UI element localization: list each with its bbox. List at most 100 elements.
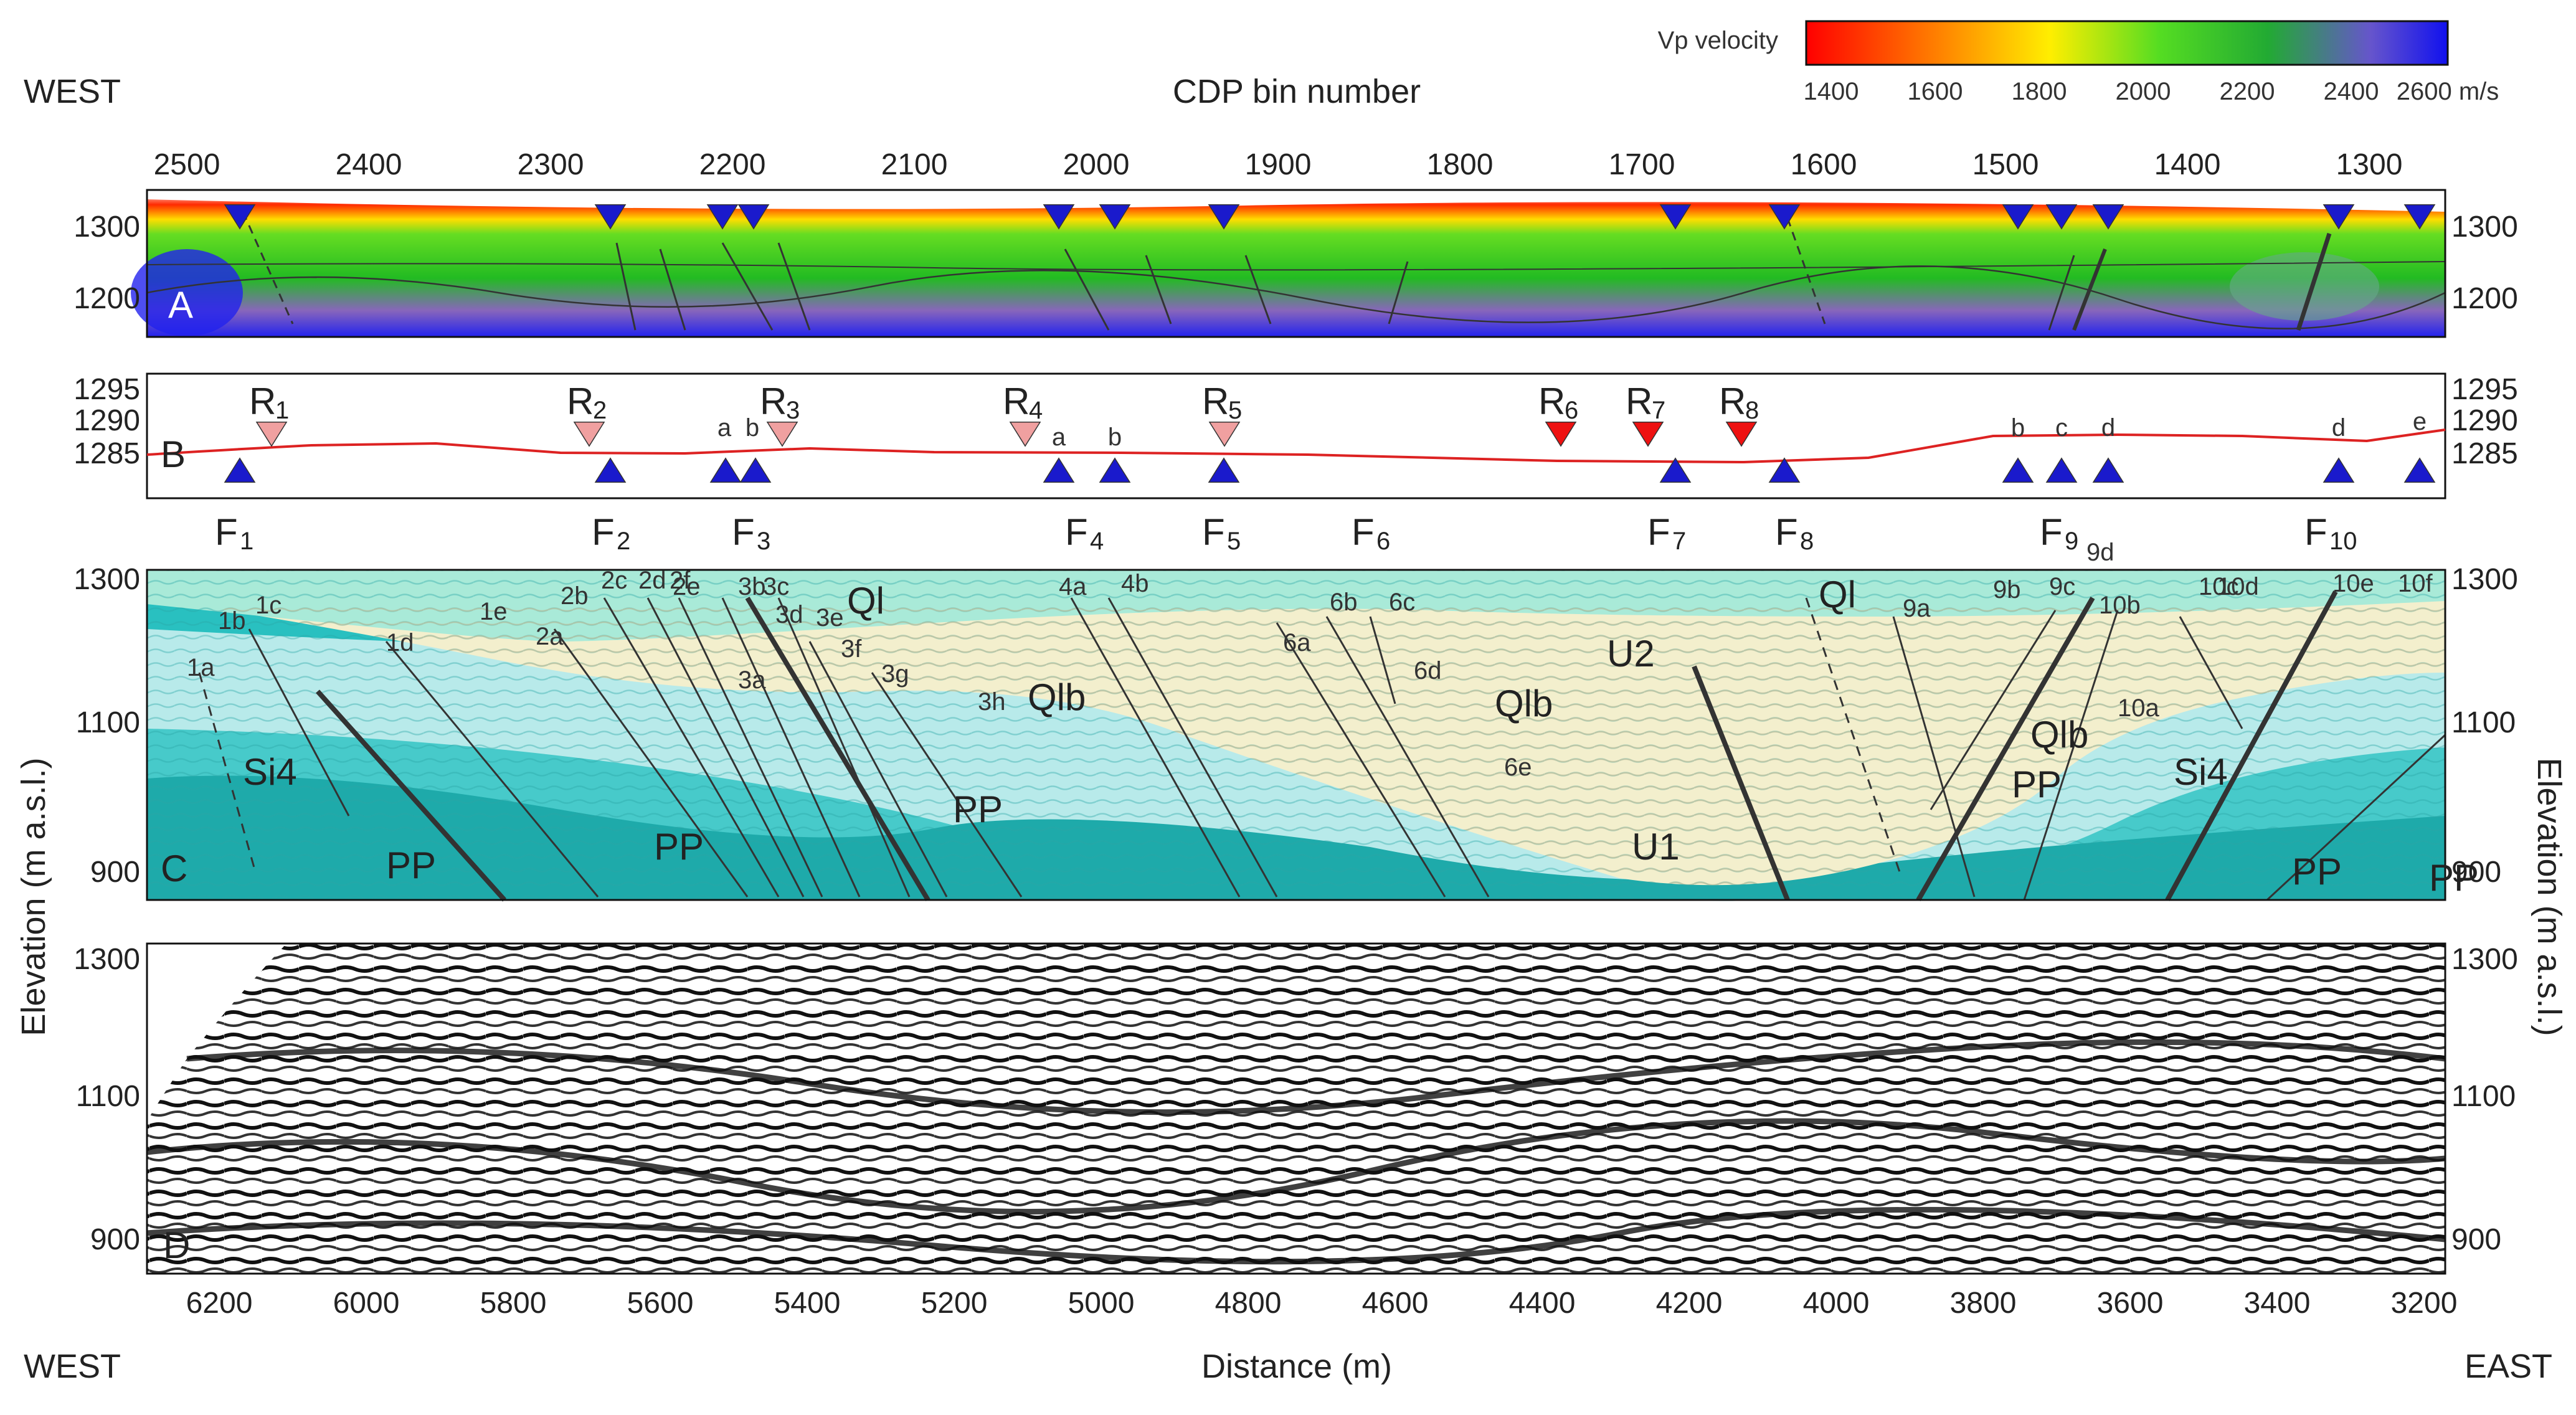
geophone-marker xyxy=(2323,204,2355,230)
colorbar-tick-label: 1400 xyxy=(1804,78,1859,105)
geophone-sublabel: d xyxy=(2101,414,2115,442)
geophone-marker xyxy=(1768,204,1801,230)
geophone-marker xyxy=(2403,457,2436,483)
fault-segment-label: 2d xyxy=(638,567,666,594)
geophone-marker xyxy=(1043,457,1075,483)
fault-subscript: 6 xyxy=(1376,528,1390,555)
panel-d-ytick: 1100 xyxy=(76,1080,140,1113)
panel-d-letter: D xyxy=(163,1224,190,1266)
geophone-marker xyxy=(594,457,627,483)
distance-tick-label: 3200 xyxy=(2391,1287,2458,1320)
fault-label: F xyxy=(1775,511,1798,553)
distance-tick-label: 3800 xyxy=(1950,1287,2017,1320)
cdp-tick-label: 2400 xyxy=(336,148,402,181)
geophone-marker xyxy=(1659,457,1692,483)
geophone-marker xyxy=(737,204,770,230)
fault-label: F xyxy=(1352,511,1375,553)
geophone-marker xyxy=(2002,204,2034,230)
unit-label: Qlb xyxy=(1495,683,1553,724)
receiver-label: R xyxy=(760,381,787,422)
panel-d: D 1300 1300 1100 1100 900 900 xyxy=(73,942,2518,1275)
colorbar-tick-label: 2400 xyxy=(2324,78,2379,105)
fault-segment-label: 10c xyxy=(2199,573,2239,600)
unit-label: PP xyxy=(386,845,436,886)
geophone-sublabel: b xyxy=(1108,424,1122,451)
receiver-label: R xyxy=(1626,381,1652,422)
fault-segment-label: 3a xyxy=(738,666,766,694)
fault-subscript: 9 xyxy=(2065,528,2078,555)
fault-segment-label: 10b xyxy=(2099,592,2141,619)
fault-subscript: 4 xyxy=(1090,528,1104,555)
fault-segment-label: 1a xyxy=(187,654,215,681)
panel-c: C 1300 1300 1100 1100 900 900 Ql Ql Qlb Qlb Qlb PP… xyxy=(73,539,2518,902)
receiver-marker xyxy=(1632,422,1664,447)
panel-c-ytick-right: 900 xyxy=(2451,856,2501,889)
receiver-label: R xyxy=(1719,381,1746,422)
fault-segment-label: 2a xyxy=(536,623,564,650)
panel-b-labels: R1 R2 R3 R4 R5 R6 R7 R8a b a b b c d d e xyxy=(224,381,2436,483)
geophone-marker xyxy=(1099,204,1131,230)
unit-label: PP xyxy=(2012,764,2062,805)
geophone-marker xyxy=(594,204,627,230)
elevation-left-title: Elevation (m a.s.l.) xyxy=(15,757,52,1036)
panel-d-ytick-right: 900 xyxy=(2451,1223,2501,1256)
fault-subscript: 3 xyxy=(757,528,770,555)
cdp-tick-label: 2100 xyxy=(881,148,948,181)
unit-label: Ql xyxy=(1819,574,1856,615)
colorbar-tick-label: 1600 xyxy=(1908,78,1963,105)
unit-label: Ql xyxy=(847,580,884,622)
unit-label: Qlb xyxy=(2030,714,2088,755)
fault-subscript: 2 xyxy=(617,528,630,555)
colorbar-ticks: 1400 1600 1800 2000 2200 2400 2600 m/s xyxy=(1804,78,2499,105)
panel-b-ytick-right: 1295 xyxy=(2451,373,2518,406)
panel-b-ytick: 1290 xyxy=(73,404,140,437)
receiver-marker xyxy=(1545,422,1577,447)
receiver-subscript: 2 xyxy=(593,397,607,424)
west-top-label: WEST xyxy=(24,73,121,110)
unit-label: PP xyxy=(953,788,1003,830)
colorbar-tick-label: 2200 xyxy=(2220,78,2275,105)
distance-tick-label: 3600 xyxy=(2097,1287,2164,1320)
distance-axis-title: Distance (m) xyxy=(1201,1348,1392,1385)
panel-c-ytick-right: 1300 xyxy=(2451,563,2518,596)
fault-segment-label: 3b xyxy=(738,573,766,600)
velocity-colorbar: Vp velocity 1400 1600 1800 2000 2200 2400 2600… xyxy=(1658,20,2499,105)
cdp-tick-label: 1300 xyxy=(2336,148,2403,181)
panel-c-faults xyxy=(198,590,2446,902)
receiver-subscript: 6 xyxy=(1565,397,1578,424)
distance-tick-label: 5800 xyxy=(480,1287,547,1320)
cdp-axis-title: CDP bin number xyxy=(1173,73,1421,110)
geophone-marker xyxy=(2323,457,2355,483)
distance-tick-label: 6000 xyxy=(333,1287,400,1320)
geophone-marker xyxy=(224,204,256,230)
panel-c-ticks: 1300 1300 1100 1100 900 900 xyxy=(73,563,2518,889)
geophone-sublabel: a xyxy=(1052,424,1066,451)
distance-tick-label: 4200 xyxy=(1656,1287,1723,1320)
fault-label: F xyxy=(2304,511,2327,553)
distance-tick-label: 4000 xyxy=(1803,1287,1870,1320)
geophone-sublabel: d xyxy=(2332,414,2346,442)
distance-tick-label: 5400 xyxy=(774,1287,841,1320)
panel-b-ytick-right: 1290 xyxy=(2451,404,2518,437)
fault-segment-label: 9a xyxy=(1903,595,1931,622)
receiver-label: R xyxy=(567,381,594,422)
receiver-marker xyxy=(1009,422,1041,447)
fault-segment-label: 10a xyxy=(2118,694,2159,722)
distance-tick-labels: 6200 6000 5800 5600 5400 5200 5000 4800 4600 4400… xyxy=(186,1287,2458,1320)
geophone-marker xyxy=(2092,457,2124,483)
unit-label: PP xyxy=(2429,857,2479,899)
distance-tick-label: 4600 xyxy=(1362,1287,1429,1320)
fault-segment-label: 1b xyxy=(218,607,246,635)
cdp-tick-labels: 2500 2400 2300 2200 2100 2000 1900 1800 1700 1600… xyxy=(154,148,2403,181)
distance-tick-label: 5200 xyxy=(921,1287,988,1320)
receiver-subscript: 3 xyxy=(786,397,800,424)
panel-c-letter: C xyxy=(161,848,187,889)
cdp-tick-label: 1400 xyxy=(2154,148,2221,181)
fault-labels: F 1 F 2 F 3 F 4 F 5 F 6 F 7 F 8 F 9 F 10 xyxy=(215,511,2357,555)
geophone-marker xyxy=(709,457,742,483)
panel-b-ytick-right: 1285 xyxy=(2451,437,2518,470)
cdp-tick-label: 1600 xyxy=(1791,148,1857,181)
cdp-tick-label: 2000 xyxy=(1063,148,1130,181)
panel-c-ytick: 900 xyxy=(90,856,140,889)
